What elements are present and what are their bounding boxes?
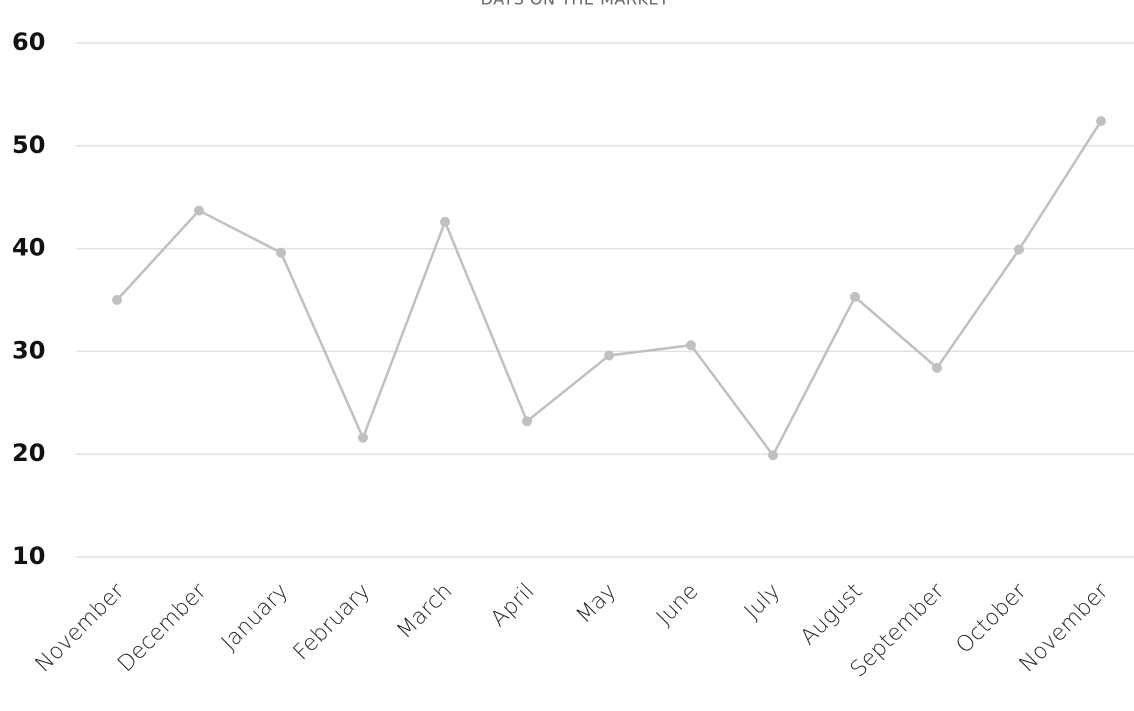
data-point	[1096, 116, 1106, 127]
data-point	[850, 291, 860, 302]
data-point	[604, 350, 614, 361]
x-tick-label: March	[392, 579, 457, 644]
data-point	[522, 416, 532, 427]
x-tick-label: May	[572, 579, 622, 629]
data-point	[1014, 244, 1024, 255]
data-point	[768, 450, 778, 461]
x-tick-label: October	[952, 578, 1033, 659]
y-tick-label: 50	[12, 131, 45, 159]
y-tick-label: 40	[12, 234, 45, 262]
x-tick-label: August	[796, 579, 868, 651]
x-tick-label: December	[113, 578, 212, 677]
chart-title: DAYS ON THE MARKET	[481, 0, 670, 9]
data-point	[440, 216, 450, 227]
y-tick-label: 20	[12, 439, 45, 467]
y-tick-label: 30	[12, 336, 45, 364]
data-point	[358, 432, 368, 443]
data-point	[686, 340, 696, 351]
x-tick-label: February	[289, 579, 376, 666]
data-point	[194, 205, 204, 216]
x-tick-label: June	[652, 579, 704, 631]
data-line	[116, 120, 1103, 457]
x-tick-label: April	[486, 579, 539, 632]
data-point	[276, 247, 286, 258]
y-tick-label: 10	[12, 542, 45, 570]
data-point	[112, 295, 122, 305]
x-tick-label: January	[217, 579, 294, 656]
data-point	[932, 362, 942, 373]
y-tick-label: 60	[12, 28, 45, 56]
x-tick-label: November	[1015, 578, 1114, 677]
x-tick-label: July	[740, 579, 786, 625]
